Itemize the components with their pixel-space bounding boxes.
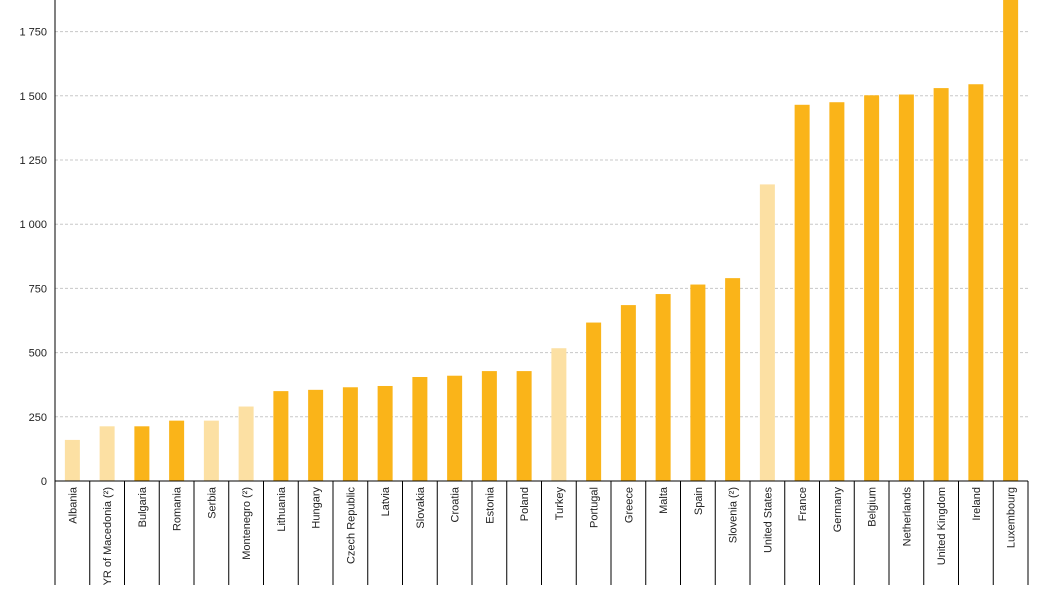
gridlines (55, 31, 1028, 418)
bar (447, 375, 463, 481)
x-tick-label: Slovenia (²) (728, 487, 740, 543)
x-tick-label: United States (762, 487, 774, 554)
x-axis-labels: Albania FYR of Macedonia (²) Bulgaria Roman… (67, 486, 1017, 585)
bar (655, 294, 671, 481)
y-tick-label: 500 (29, 348, 47, 360)
x-tick-label: Greece (623, 487, 635, 523)
bar (481, 371, 497, 481)
y-axis-ticks: 0 250 500 750 1 000 1 250 1 500 1 750 (19, 27, 47, 488)
bar (586, 322, 602, 481)
x-tick-label: Malta (658, 486, 670, 514)
x-tick-label: Luxembourg (1006, 487, 1018, 548)
bar (203, 420, 219, 481)
y-tick-label: 250 (29, 412, 47, 424)
bar (238, 406, 254, 481)
bar (690, 284, 706, 481)
bar (134, 426, 150, 481)
bars (64, 0, 1019, 482)
x-tick-label: Estonia (484, 486, 496, 524)
x-tick-label: Lithuania (276, 486, 288, 532)
y-tick-label: 750 (29, 283, 47, 295)
bar (169, 420, 185, 481)
x-tick-label: Albania (67, 486, 79, 524)
bar (412, 376, 428, 481)
y-tick-label: 1 750 (19, 27, 47, 39)
bar (273, 391, 289, 481)
y-tick-label: 1 250 (19, 155, 47, 167)
x-tick-label: Ireland (971, 487, 983, 521)
bar (725, 278, 741, 481)
bar (342, 387, 358, 481)
x-tick-label: United Kingdom (936, 487, 948, 565)
bar (551, 348, 567, 481)
y-tick-label: 1 500 (19, 91, 47, 103)
x-tick-label: Spain (693, 487, 705, 515)
x-tick-label: FYR of Macedonia (²) (102, 487, 114, 585)
bar (864, 95, 880, 481)
x-tick-label: Latvia (380, 486, 392, 516)
x-tick-label: Belgium (867, 487, 879, 527)
bar (1003, 0, 1019, 481)
x-tick-label: Netherlands (901, 487, 913, 547)
bar (620, 305, 636, 481)
x-tick-label: Poland (519, 487, 531, 521)
bar (377, 385, 393, 481)
bar (99, 426, 115, 481)
bar (64, 439, 80, 481)
x-tick-label: France (797, 487, 809, 521)
x-tick-label: Slovakia (415, 486, 427, 528)
x-tick-label: Hungary (311, 487, 323, 529)
bar (759, 184, 775, 481)
x-tick-label: Croatia (450, 486, 462, 522)
x-tick-label: Bulgaria (137, 486, 149, 527)
bar (933, 88, 949, 481)
x-tick-label: Portugal (589, 487, 601, 528)
bar (308, 389, 324, 481)
bar (968, 84, 984, 481)
x-tick-label: Germany (832, 487, 844, 533)
bar (794, 104, 810, 482)
bar (516, 371, 532, 481)
x-tick-label: Serbia (206, 486, 218, 519)
y-tick-label: 1 000 (19, 219, 47, 231)
bar (829, 102, 845, 481)
x-tick-label: Turkey (554, 487, 566, 521)
y-tick-label: 0 (41, 476, 47, 488)
x-tick-label: Czech Republic (345, 487, 357, 565)
x-tick-label: Montenegro (²) (241, 487, 253, 560)
x-tick-label: Romania (172, 486, 184, 531)
bar (898, 94, 914, 482)
axes (54, 0, 1029, 585)
